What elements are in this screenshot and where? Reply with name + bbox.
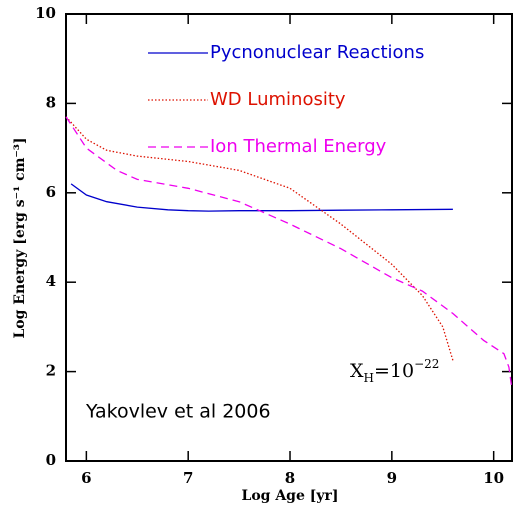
x-axis-label: Log Age [yr]	[241, 488, 338, 504]
composition-mid: =10	[374, 360, 414, 382]
y-tick-label: 0	[46, 451, 56, 469]
composition-sup: −22	[414, 357, 439, 371]
y-tick-label: 6	[46, 183, 56, 201]
plot-frame	[65, 13, 513, 462]
legend-label: Pycnonuclear Reactions	[210, 42, 424, 63]
x-tick-label: 10	[483, 469, 504, 487]
x-tick-label: 7	[183, 469, 193, 487]
y-tick-label: 10	[35, 4, 56, 22]
y-axis-label: Log Energy [erg s⁻¹ cm⁻³]	[12, 137, 28, 338]
data-line	[65, 116, 513, 390]
data-line	[70, 183, 453, 212]
y-tick-label: 4	[46, 272, 56, 290]
composition-label: XH=10−22	[350, 357, 439, 385]
composition-base: X	[350, 360, 364, 382]
y-tick-label: 8	[46, 93, 56, 111]
data-line	[65, 116, 454, 361]
composition-sub: H	[364, 371, 374, 385]
x-tick-label: 6	[81, 469, 91, 487]
x-tick-label: 8	[285, 469, 295, 487]
credit: Yakovlev et al 2006	[85, 401, 271, 423]
y-tick-label: 2	[46, 362, 56, 380]
x-tick-label: 9	[387, 469, 397, 487]
legend-label: WD Luminosity	[210, 89, 346, 110]
legend-label: Ion Thermal Energy	[210, 136, 387, 157]
